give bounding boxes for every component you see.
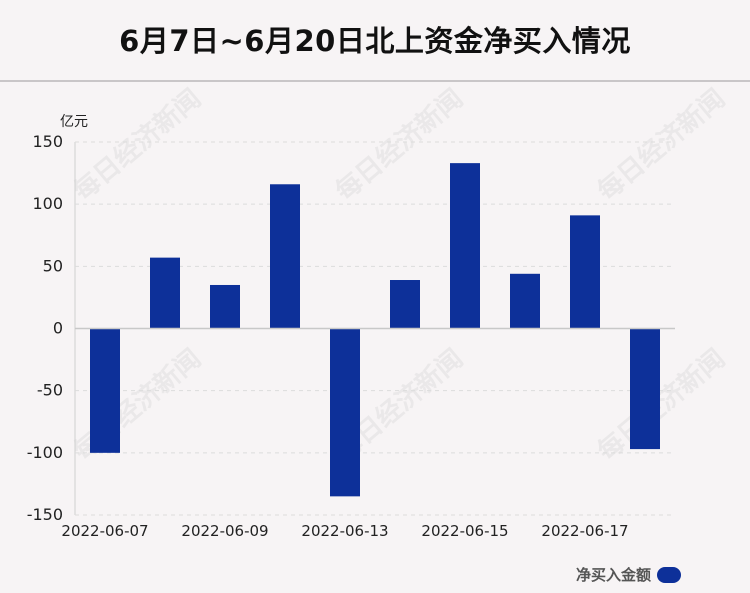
x-tick-label: 2022-06-15 bbox=[421, 522, 508, 540]
y-axis-unit-label: 亿元 bbox=[60, 114, 88, 130]
y-tick-label: -100 bbox=[27, 443, 63, 462]
bar-2022-06-16 bbox=[510, 273, 540, 329]
legend-label: 净买入金额 bbox=[576, 566, 652, 584]
y-tick-label: 150 bbox=[32, 132, 63, 151]
bar-2022-06-09 bbox=[210, 284, 240, 329]
title-divider bbox=[0, 80, 750, 82]
x-tick-label: 2022-06-13 bbox=[301, 522, 388, 540]
bar-2022-06-10 bbox=[270, 184, 300, 329]
y-tick-label: 0 bbox=[53, 319, 63, 338]
legend-swatch bbox=[657, 566, 682, 583]
x-tick-label: 2022-06-09 bbox=[181, 522, 268, 540]
x-tick-label: 2022-06-07 bbox=[61, 522, 148, 540]
bar-2022-06-17 bbox=[570, 215, 600, 329]
bar-2022-06-07 bbox=[90, 328, 120, 453]
chart-title: 6月7日~6月20日北上资金净买入情况 bbox=[119, 24, 631, 58]
y-tick-label: 50 bbox=[43, 256, 63, 275]
bar-2022-06-14 bbox=[390, 280, 420, 329]
bar-2022-06-20 bbox=[630, 328, 660, 450]
y-tick-label: -150 bbox=[27, 505, 63, 524]
bar-2022-06-13 bbox=[330, 328, 360, 497]
x-tick-label: 2022-06-17 bbox=[541, 522, 628, 540]
y-tick-label: -50 bbox=[37, 381, 63, 400]
bar-2022-06-15 bbox=[450, 163, 480, 329]
legend: 净买入金额 bbox=[576, 564, 682, 585]
y-tick-label: 100 bbox=[32, 194, 63, 213]
bar-2022-06-08 bbox=[150, 257, 180, 329]
